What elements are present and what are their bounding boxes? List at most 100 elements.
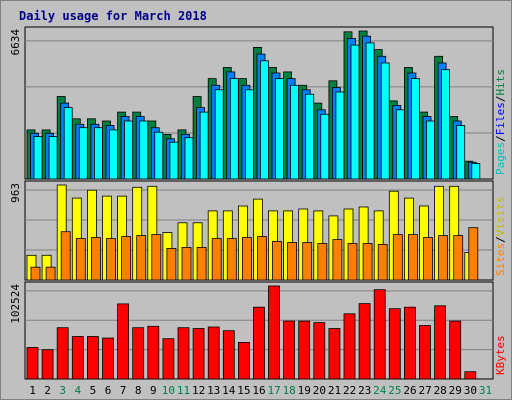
bar-pages-day-7	[124, 120, 133, 180]
bar-sites-day-9	[151, 234, 162, 281]
bar-pages-day-21	[335, 91, 345, 180]
x-tick-label-27: 27	[418, 384, 431, 397]
bar-pages-day-14	[229, 78, 239, 180]
bar-sites-day-27	[423, 237, 433, 281]
y-max-label: 6634	[9, 29, 22, 56]
bar-pages-day-17	[275, 78, 284, 180]
x-tick-label-9: 9	[150, 384, 157, 397]
x-tick-label-1: 1	[29, 384, 36, 397]
bar-kbytes-day-23	[358, 303, 371, 380]
x-tick-label-16: 16	[252, 384, 265, 397]
bar-sites-day-30	[468, 227, 479, 281]
bar-kbytes-day-17	[268, 285, 280, 380]
legend-separator: /	[494, 135, 507, 142]
bar-sites-day-1	[30, 266, 41, 281]
x-tick-label-2: 2	[44, 384, 51, 397]
bar-pages-day-22	[350, 44, 360, 180]
x-tick-label-8: 8	[135, 384, 142, 397]
x-tick-label-23: 23	[358, 384, 371, 397]
bar-kbytes-day-20	[313, 322, 326, 380]
bar-pages-day-13	[214, 89, 224, 180]
legend-visits: Visits	[494, 197, 507, 237]
x-tick-label-11: 11	[177, 384, 190, 397]
bar-pages-day-3	[63, 107, 73, 180]
legend-separator: /	[494, 236, 507, 243]
x-tick-label-18: 18	[283, 384, 296, 397]
bar-pages-day-9	[154, 131, 164, 180]
panel-visits-sites: 963 Sites/Visits	[9, 180, 507, 281]
bar-sites-day-13	[211, 238, 222, 281]
bar-sites-day-26	[407, 234, 418, 281]
bar-kbytes-day-1	[26, 347, 39, 380]
x-tick-label-20: 20	[313, 384, 326, 397]
bar-sites-day-24	[377, 244, 388, 281]
bar-kbytes-day-19	[298, 320, 311, 380]
x-tick-label-25: 25	[388, 384, 401, 397]
x-tick-label-19: 19	[298, 384, 311, 397]
bar-sites-day-18	[287, 242, 298, 281]
bar-kbytes-day-3	[56, 327, 69, 380]
bar-kbytes-day-26	[403, 306, 416, 380]
x-axis-labels: 1 2 3 4 5 6 7 8 9 10 11 12 13 14 15 16 17 18 19 20 21 22 23 24 2…	[29, 384, 492, 397]
legend-hits: Hits	[494, 69, 507, 96]
x-tick-label-28: 28	[434, 384, 447, 397]
bar-kbytes-day-14	[222, 330, 235, 380]
bar-sites-day-2	[45, 266, 56, 281]
x-tick-label-5: 5	[90, 384, 97, 397]
panel-kbytes: 102524 KBytes	[9, 281, 507, 380]
bar-sites-day-28	[438, 235, 449, 281]
bar-sites-day-8	[136, 235, 147, 281]
bar-kbytes-day-6	[102, 337, 114, 380]
bar-kbytes-day-25	[388, 308, 401, 380]
bar-pages-day-30	[471, 162, 481, 180]
x-tick-label-7: 7	[120, 384, 127, 397]
side-legend: Sites/Visits	[494, 197, 507, 277]
bar-sites-day-21	[332, 239, 343, 281]
bar-kbytes-day-18	[283, 320, 296, 380]
bar-pages-day-25	[395, 109, 405, 180]
x-tick-label-31: 31	[479, 384, 492, 397]
bar-kbytes-day-29	[449, 320, 462, 380]
bar-pages-day-6	[109, 129, 118, 180]
bar-pages-day-26	[410, 78, 420, 180]
x-tick-label-26: 26	[403, 384, 416, 397]
legend-kbytes: KBytes	[494, 335, 507, 375]
bar-kbytes-day-10	[162, 338, 175, 380]
bar-sites-day-19	[302, 242, 313, 281]
bar-kbytes-day-16	[253, 306, 265, 380]
bar-sites-day-11	[181, 246, 192, 281]
bar-kbytes-day-11	[177, 327, 190, 380]
bar-pages-day-15	[244, 89, 254, 180]
bar-kbytes-day-5	[87, 336, 99, 380]
bar-kbytes-day-8	[132, 327, 145, 380]
bar-kbytes-day-12	[192, 328, 205, 380]
bar-sites-day-5	[91, 237, 101, 281]
bar-kbytes-day-9	[147, 325, 160, 380]
bar-kbytes-day-15	[237, 341, 250, 380]
bar-pages-day-23	[365, 42, 375, 180]
bar-pages-day-11	[184, 137, 194, 180]
bar-sites-day-22	[347, 243, 358, 281]
x-tick-label-29: 29	[449, 384, 462, 397]
bar-pages-day-1	[33, 136, 43, 180]
x-tick-label-24: 24	[373, 384, 387, 397]
bar-kbytes-day-21	[328, 328, 341, 380]
bar-pages-day-27	[426, 120, 435, 180]
bar-sites-day-7	[121, 236, 131, 281]
bar-pages-day-16	[260, 60, 269, 180]
bar-kbytes-day-30	[464, 371, 477, 380]
bar-sites-day-4	[75, 238, 86, 281]
bar-sites-day-14	[226, 238, 237, 281]
x-tick-label-12: 12	[192, 384, 205, 397]
bar-pages-day-28	[441, 69, 451, 180]
legend-pages: Pages	[494, 142, 507, 175]
bar-kbytes-day-28	[434, 305, 447, 380]
bar-pages-day-5	[94, 127, 103, 180]
bar-pages-day-10	[169, 141, 179, 180]
x-tick-label-13: 13	[207, 384, 220, 397]
bar-pages-day-2	[48, 136, 58, 180]
x-tick-label-4: 4	[74, 384, 81, 397]
bar-pages-day-8	[139, 120, 149, 180]
